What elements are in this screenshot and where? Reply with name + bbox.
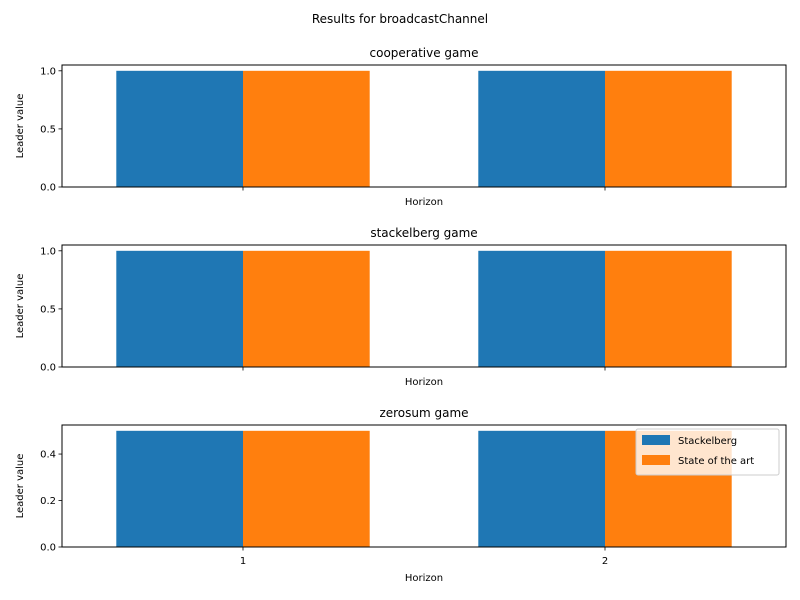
figure-suptitle: Results for broadcastChannel <box>312 12 488 26</box>
bar-state-of-the-art-2 <box>605 70 732 187</box>
legend-box <box>635 428 780 476</box>
subplots: 0.0 0.5 1.0 cooperative game Horizon Leader v… <box>15 46 787 584</box>
bar-stackelberg-2 <box>478 430 605 547</box>
axes-frame <box>61 64 787 188</box>
legend: Stackelberg State of the art <box>635 428 780 476</box>
subplot-title: cooperative game <box>370 46 479 60</box>
y-tick-label: 0.0 <box>40 183 56 194</box>
bar-stackelberg-1 <box>116 250 243 367</box>
y-tick-label: 1.0 <box>40 66 56 77</box>
y-axis-label: Leader value <box>15 274 26 339</box>
legend-swatch-stackelberg <box>642 435 670 445</box>
y-tick-label: 0.0 <box>40 363 56 374</box>
x-axis-label: Horizon <box>405 197 443 208</box>
x-tick-label: 2 <box>602 556 608 567</box>
bar-state-of-the-art-1 <box>243 70 370 187</box>
legend-swatch-state-of-the-art <box>642 455 670 465</box>
y-tick-label: 0.0 <box>40 543 56 554</box>
bar-stackelberg-1 <box>116 430 243 547</box>
legend-label: Stackelberg <box>678 436 737 447</box>
bar-stackelberg-2 <box>478 250 605 367</box>
bar-state-of-the-art-1 <box>243 250 370 367</box>
bar-state-of-the-art-1 <box>243 430 370 547</box>
subplot-2: 0.0 0.2 0.4 1 2 zerosum game Horizon Leader val… <box>15 406 787 584</box>
subplot-title: zerosum game <box>379 406 468 420</box>
subplot-1: 0.0 0.5 1.0 stackelberg game Horizon Leader v… <box>15 226 787 388</box>
bar-stackelberg-1 <box>116 70 243 187</box>
y-tick-label: 0.4 <box>40 450 56 461</box>
x-axis-label: Horizon <box>405 573 443 584</box>
subplot-0: 0.0 0.5 1.0 cooperative game Horizon Leader v… <box>15 46 787 208</box>
bar-stackelberg-2 <box>478 70 605 187</box>
y-tick-label: 0.2 <box>40 496 56 507</box>
subplot-title: stackelberg game <box>370 226 477 240</box>
axes-frame <box>61 244 787 368</box>
axes-frame <box>61 424 787 548</box>
x-tick-label: 1 <box>240 556 246 567</box>
y-axis-label: Leader value <box>15 94 26 159</box>
x-axis-label: Horizon <box>405 377 443 388</box>
bar-state-of-the-art-2 <box>605 250 732 367</box>
y-tick-label: 0.5 <box>40 124 56 135</box>
y-axis-label: Leader value <box>15 454 26 519</box>
y-tick-label: 0.5 <box>40 304 56 315</box>
legend-label: State of the art <box>678 456 754 467</box>
y-tick-label: 1.0 <box>40 246 56 257</box>
